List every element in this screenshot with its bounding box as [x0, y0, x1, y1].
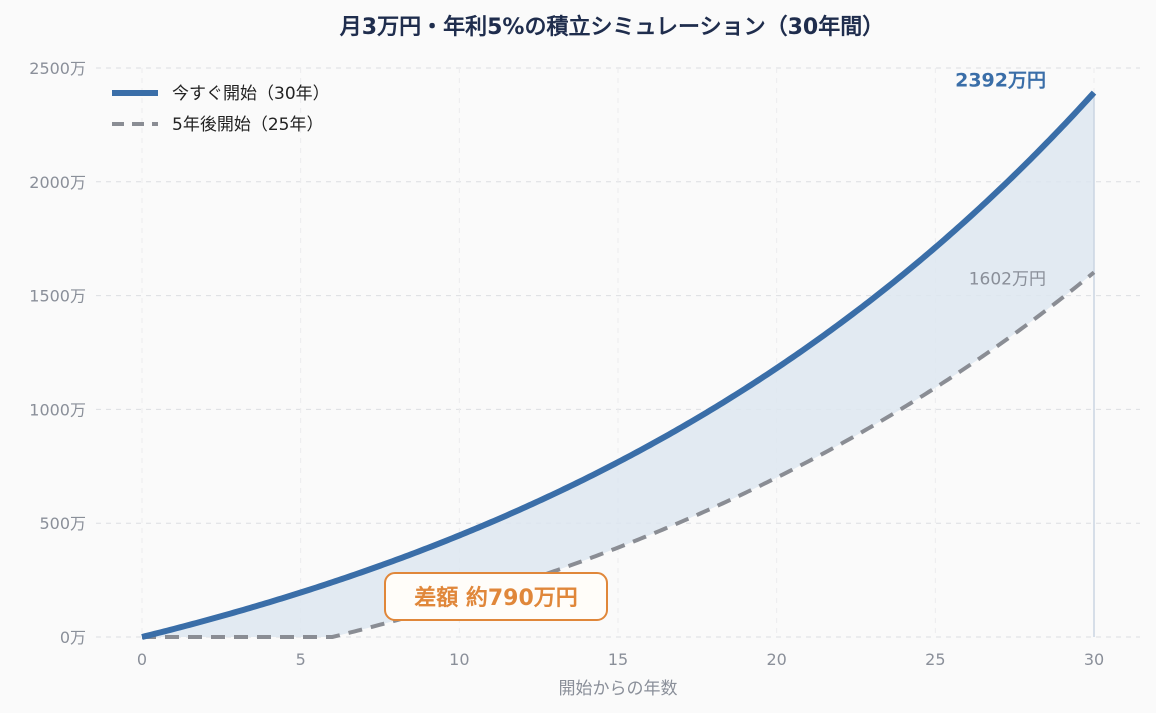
x-tick-label: 30	[1084, 650, 1104, 669]
x-tick-label: 10	[449, 650, 469, 669]
x-tick-label: 5	[296, 650, 306, 669]
x-tick-label: 20	[766, 650, 786, 669]
chart-title: 月3万円・年利5%の積立シミュレーション（30年間）	[339, 14, 884, 40]
legend-label-later-start: 5年後開始（25年）	[172, 115, 323, 135]
difference-badge-text: 差額 約790万円	[414, 585, 578, 611]
y-tick-label: 1000万	[29, 400, 86, 419]
x-tick-label: 15	[608, 650, 628, 669]
legend-label-start-now: 今すぐ開始（30年）	[172, 84, 330, 104]
series-line-start-now	[141, 90, 1097, 640]
difference-area	[142, 92, 1094, 637]
y-tick-label: 2500万	[29, 59, 86, 78]
difference-badge	[384, 572, 608, 621]
series-line-later-start	[142, 270, 1096, 639]
final-value-label-later-start: 1602万円	[969, 269, 1046, 289]
y-tick-label: 0万	[60, 628, 86, 647]
difference-annotation: 差額 約790万円	[384, 572, 608, 621]
y-axis-ticks: 0万 500万 1000万 1500万 2000万 2500万	[29, 59, 86, 647]
x-axis-label: 開始からの年数	[559, 679, 678, 699]
x-tick-label: 0	[137, 650, 147, 669]
x-axis-ticks: 0 5 10 15 20 25 30	[137, 650, 1104, 669]
x-tick-label: 25	[925, 650, 945, 669]
y-tick-label: 1500万	[29, 287, 86, 306]
legend: 今すぐ開始（30年） 5年後開始（25年）	[112, 84, 330, 135]
y-tick-label: 500万	[39, 514, 86, 533]
y-tick-label: 2000万	[29, 173, 86, 192]
final-value-label-start-now: 2392万円	[955, 70, 1046, 92]
